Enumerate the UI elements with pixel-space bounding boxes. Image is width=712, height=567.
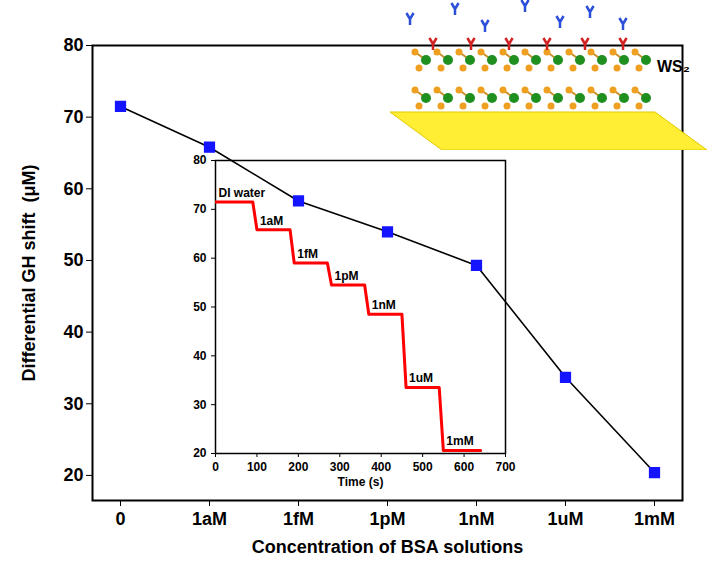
- svg-text:Time (s): Time (s): [338, 475, 384, 489]
- svg-text:Concentration of BSA solutions: Concentration of BSA solutions: [252, 537, 523, 557]
- svg-text:60: 60: [63, 179, 83, 199]
- svg-text:500: 500: [413, 460, 433, 474]
- svg-text:30: 30: [193, 398, 207, 412]
- svg-text:100: 100: [247, 460, 267, 474]
- svg-text:70: 70: [193, 202, 207, 216]
- svg-text:400: 400: [371, 460, 391, 474]
- svg-text:700: 700: [495, 460, 515, 474]
- svg-text:0: 0: [212, 460, 219, 474]
- svg-text:1uM: 1uM: [409, 371, 433, 385]
- svg-text:Differential GH shift (μM): Differential GH shift (μM): [19, 164, 39, 381]
- svg-text:0: 0: [115, 509, 125, 529]
- svg-text:1mM: 1mM: [634, 509, 675, 529]
- svg-text:1fM: 1fM: [297, 247, 318, 261]
- svg-text:30: 30: [63, 394, 83, 414]
- svg-text:WS₂: WS₂: [657, 58, 690, 75]
- svg-text:1uM: 1uM: [548, 509, 584, 529]
- svg-text:20: 20: [63, 465, 83, 485]
- svg-text:40: 40: [193, 349, 207, 363]
- svg-text:1fM: 1fM: [283, 509, 314, 529]
- svg-text:300: 300: [330, 460, 350, 474]
- svg-text:20: 20: [193, 446, 207, 460]
- svg-text:DI water: DI water: [219, 186, 266, 200]
- svg-text:1nM: 1nM: [459, 509, 495, 529]
- svg-text:50: 50: [193, 300, 207, 314]
- svg-text:50: 50: [63, 250, 83, 270]
- svg-text:70: 70: [63, 107, 83, 127]
- svg-text:1nM: 1nM: [372, 298, 396, 312]
- svg-text:80: 80: [63, 35, 83, 55]
- svg-text:40: 40: [63, 322, 83, 342]
- svg-text:1pM: 1pM: [370, 509, 406, 529]
- svg-text:80: 80: [193, 153, 207, 167]
- svg-text:1aM: 1aM: [260, 214, 283, 228]
- svg-text:60: 60: [193, 251, 207, 265]
- svg-text:600: 600: [454, 460, 474, 474]
- svg-text:1mM: 1mM: [446, 434, 473, 448]
- svg-text:1pM: 1pM: [335, 269, 359, 283]
- svg-text:1aM: 1aM: [192, 509, 227, 529]
- svg-text:200: 200: [288, 460, 308, 474]
